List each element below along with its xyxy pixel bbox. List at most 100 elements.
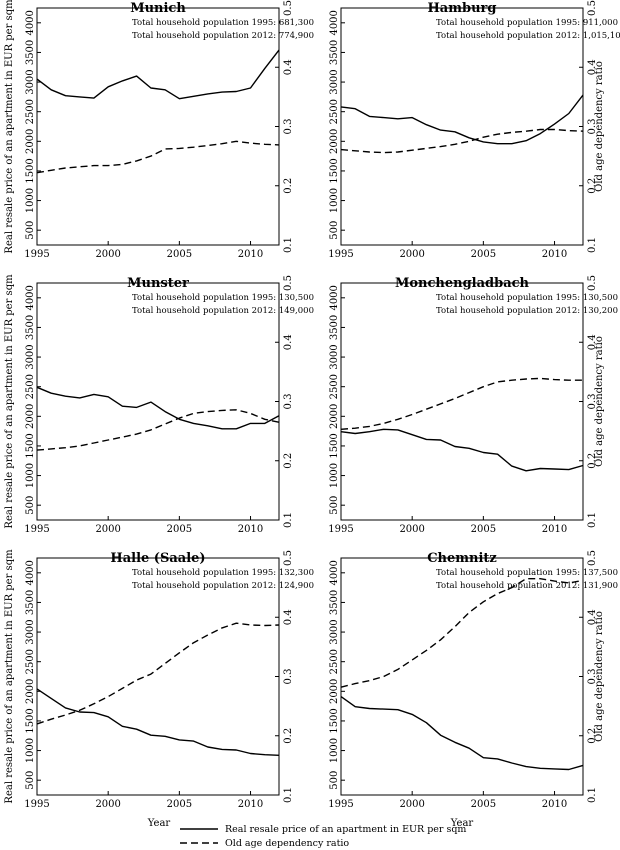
y-left-tick-label: 2000 xyxy=(25,129,36,154)
plot-frame xyxy=(36,557,280,796)
chart-panel-munster: Munster Total household population 1995: … xyxy=(4,274,314,535)
chart-title: Monchengladbach xyxy=(395,276,530,291)
y-right-tick-label: 0.2 xyxy=(283,453,294,469)
x-tick-label: 2010 xyxy=(238,249,263,260)
figure-footer: Year Year Real resale price of an apartm… xyxy=(147,818,474,849)
dependency-ratio-series-line xyxy=(340,128,584,154)
population-annotation: Total household population 1995: 130,500 xyxy=(132,293,314,303)
y-right-tick-label: 0.5 xyxy=(283,275,294,291)
x-axis-label-right: Year xyxy=(450,818,474,829)
y-right-tick-label: 0.1 xyxy=(587,787,598,803)
y-right-tick-label: 0.2 xyxy=(283,178,294,194)
population-annotation: Total household population 1995: 911,000 xyxy=(436,18,618,28)
y-right-tick-label: 0.1 xyxy=(587,237,598,253)
y-right-tick-label: 0.1 xyxy=(283,512,294,528)
y-right-tick-label: 0.5 xyxy=(587,275,598,291)
plot-frame xyxy=(36,7,280,246)
y-left-axis-label: Real resale price of an apartment in EUR… xyxy=(4,274,15,529)
y-left-tick-label: 3500 xyxy=(25,315,36,340)
y-right-tick-label: 0.3 xyxy=(587,119,598,135)
population-annotation: Total household population 2012: 130,200 xyxy=(436,306,618,316)
y-left-tick-label: 2000 xyxy=(25,404,36,429)
chart-panel-monchengladbach: Monchengladbach Total household populatio… xyxy=(328,275,618,535)
y-right-tick-label: 0.4 xyxy=(587,59,598,75)
y-right-tick-label: 0.4 xyxy=(587,609,598,625)
y-left-tick-label: 1000 xyxy=(25,188,36,213)
y-left-tick-label: 3500 xyxy=(329,40,340,65)
population-annotation: Total household population 2012: 1,015,1… xyxy=(436,31,620,41)
y-left-tick-label: 2500 xyxy=(329,374,340,399)
y-right-tick-label: 0.2 xyxy=(587,453,598,469)
y-left-tick-label: 3000 xyxy=(329,619,340,644)
y-right-tick-label: 0.3 xyxy=(587,669,598,685)
x-tick-label: 2005 xyxy=(471,249,496,260)
y-left-tick-label: 500 xyxy=(329,771,340,790)
plot-frame xyxy=(36,282,280,521)
y-left-tick-label: 4000 xyxy=(329,560,340,585)
y-left-axis-label: Real resale price of an apartment in EUR… xyxy=(4,0,15,254)
chart-title: Halle (Saale) xyxy=(110,551,205,566)
population-annotation: Total household population 2012: 774,900 xyxy=(132,31,314,41)
y-left-tick-label: 500 xyxy=(25,496,36,515)
y-left-tick-label: 2500 xyxy=(329,99,340,124)
y-right-tick-label: 0.1 xyxy=(283,787,294,803)
x-tick-label: 1995 xyxy=(328,249,353,260)
legend: Real resale price of an apartment in EUR… xyxy=(180,824,466,849)
y-left-tick-label: 2000 xyxy=(329,129,340,154)
y-left-tick-label: 3000 xyxy=(25,619,36,644)
y-left-tick-label: 500 xyxy=(25,221,36,240)
y-right-tick-label: 0.4 xyxy=(283,334,294,350)
price-series-line xyxy=(36,49,280,100)
legend-label-dependency: Old age dependency ratio xyxy=(225,838,349,849)
chart-panels: Munich Total household population 1995: 6… xyxy=(4,0,620,810)
y-right-tick-label: 0.3 xyxy=(587,394,598,410)
plot-frame xyxy=(340,7,584,246)
y-left-tick-label: 2000 xyxy=(25,679,36,704)
y-right-tick-label: 0.4 xyxy=(587,334,598,350)
x-tick-label: 2005 xyxy=(167,249,192,260)
y-right-tick-label: 0.4 xyxy=(283,59,294,75)
y-left-tick-label: 2500 xyxy=(25,649,36,674)
legend-label-price: Real resale price of an apartment in EUR… xyxy=(225,824,466,835)
dependency-ratio-series-line xyxy=(36,140,280,174)
population-annotation: Total household population 2012: 131,900 xyxy=(436,581,618,591)
y-right-tick-label: 0.1 xyxy=(283,237,294,253)
y-left-tick-label: 4000 xyxy=(329,10,340,35)
y-left-tick-label: 2000 xyxy=(329,679,340,704)
x-tick-label: 2010 xyxy=(238,799,263,810)
y-left-tick-label: 1500 xyxy=(25,708,36,733)
x-tick-label: 2005 xyxy=(167,524,192,535)
y-left-tick-label: 1000 xyxy=(25,738,36,763)
dependency-ratio-series-line xyxy=(340,578,584,688)
plot-frame xyxy=(340,557,584,796)
y-left-tick-label: 4000 xyxy=(329,285,340,310)
x-tick-label: 2000 xyxy=(95,524,120,535)
y-right-tick-label: 0.3 xyxy=(283,669,294,685)
y-left-tick-label: 3000 xyxy=(329,69,340,94)
price-series-line xyxy=(36,386,280,430)
dependency-ratio-series-line xyxy=(36,622,280,725)
price-series-line xyxy=(340,94,584,145)
x-tick-label: 1995 xyxy=(328,799,353,810)
population-annotation: Total household population 1995: 132,300 xyxy=(132,568,314,578)
population-annotation: Total household population 2012: 124,900 xyxy=(132,581,314,591)
y-left-tick-label: 500 xyxy=(329,496,340,515)
plot-frame xyxy=(340,282,584,521)
price-series-line xyxy=(36,688,280,756)
y-right-tick-label: 0.1 xyxy=(587,512,598,528)
y-left-tick-label: 500 xyxy=(329,221,340,240)
price-series-line xyxy=(340,428,584,472)
x-tick-label: 1995 xyxy=(24,799,49,810)
x-tick-label: 2005 xyxy=(471,799,496,810)
x-tick-label: 2000 xyxy=(95,249,120,260)
y-left-tick-label: 1500 xyxy=(25,433,36,458)
y-right-tick-label: 0.4 xyxy=(283,609,294,625)
y-left-tick-label: 3000 xyxy=(329,344,340,369)
y-right-tick-label: 0.5 xyxy=(587,550,598,566)
y-left-tick-label: 3500 xyxy=(25,590,36,615)
y-left-tick-label: 1500 xyxy=(25,158,36,183)
y-right-tick-label: 0.3 xyxy=(283,394,294,410)
chart-panel-halle-saale: Halle (Saale) Total household population … xyxy=(4,549,314,810)
y-right-axis-label: Old age dependency ratio xyxy=(594,61,605,192)
y-left-tick-label: 500 xyxy=(25,771,36,790)
